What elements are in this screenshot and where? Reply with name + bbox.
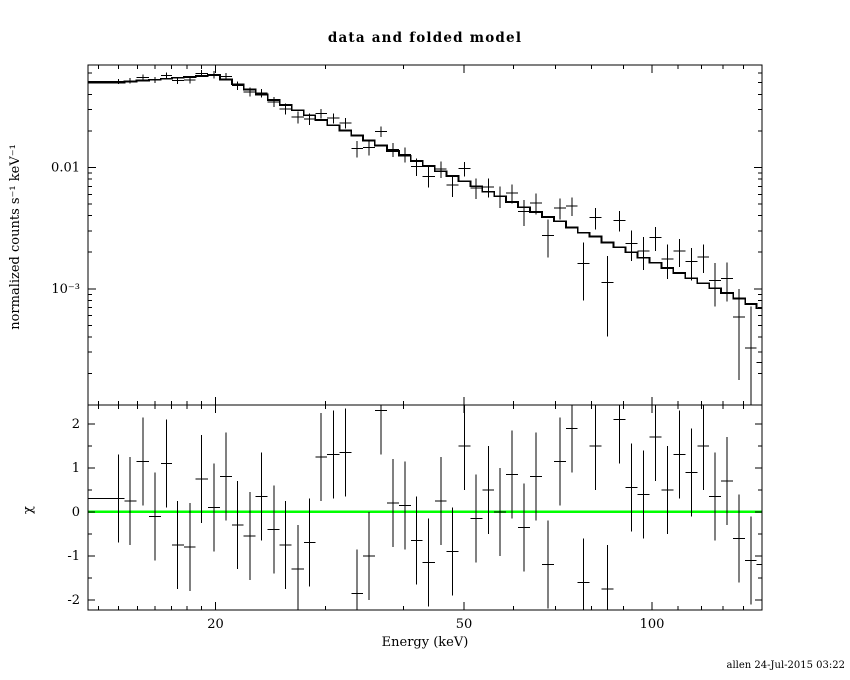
chi-tick-label: -1 [67,549,80,564]
chi-tick-label: 0 [72,505,80,520]
chi-tick-label: 2 [72,417,80,432]
x-tick-label: 100 [640,617,665,632]
chi-tick-label: 1 [72,461,80,476]
chi-tick-label: -2 [67,593,80,608]
axes-layer: 20 50 100 0.01 10⁻³ 2 1 0 -1 -2 [51,64,763,632]
x-tick-label: 20 [207,617,224,632]
folded-model-histogram [88,74,762,310]
residuals-frame [87,404,763,611]
timestamp: allen 24-Jul-2015 03:22 [727,660,845,671]
y-axis-label-residuals: χ [21,506,36,514]
spectrum-frame [87,64,763,406]
y-axis-label-spectrum: normalized counts s⁻¹ keV⁻¹ [8,144,23,330]
y-tick-label: 10⁻³ [51,282,80,297]
x-tick-label: 50 [456,617,473,632]
y-tick-label: 0.01 [51,160,80,175]
spectrum-data-layer [88,70,762,405]
residuals-data-layer [88,405,762,610]
plot-title: data and folded model [328,30,522,46]
x-axis-label: Energy (keV) [382,635,469,650]
